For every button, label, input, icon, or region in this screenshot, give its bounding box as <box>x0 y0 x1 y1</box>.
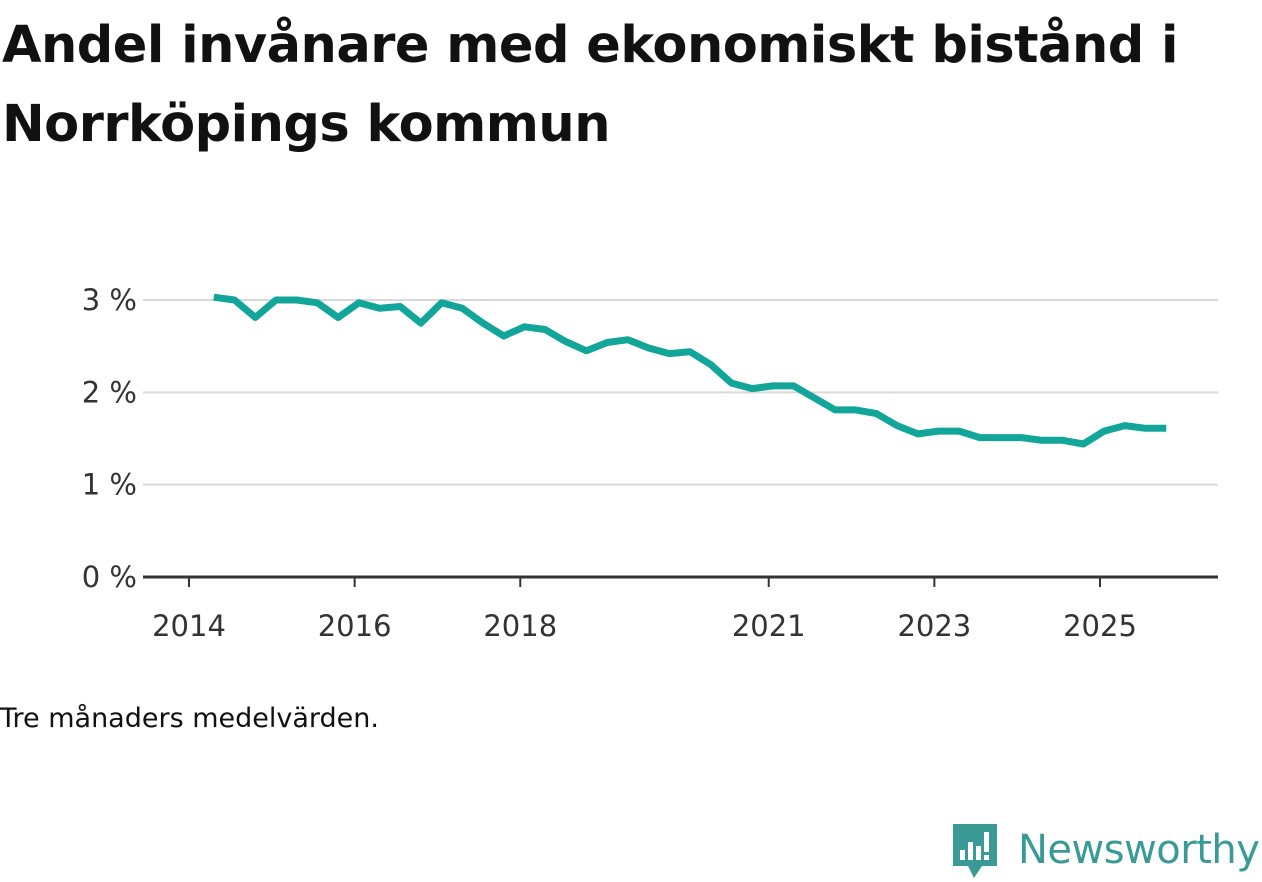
data-point <box>790 382 797 389</box>
data-point <box>1121 422 1128 429</box>
data-point <box>728 380 735 387</box>
x-tick-label: 2023 <box>897 609 971 643</box>
data-point <box>480 320 487 327</box>
data-point <box>1142 425 1149 432</box>
data-point <box>376 305 383 312</box>
y-tick-label: 0 % <box>82 560 137 594</box>
brand-name: Newsworthy <box>1018 827 1260 873</box>
data-point <box>873 410 880 417</box>
x-tick-label: 2018 <box>483 609 557 643</box>
data-point <box>914 430 921 437</box>
data-point <box>293 297 300 304</box>
data-point <box>769 382 776 389</box>
data-point <box>707 361 714 368</box>
data-point <box>956 428 963 435</box>
data-point <box>1059 437 1066 444</box>
data-point <box>438 299 445 306</box>
data-point <box>624 336 631 343</box>
x-tick-label: 2016 <box>318 609 392 643</box>
gridlines <box>143 299 1218 486</box>
data-point <box>210 294 217 301</box>
series-line <box>213 293 1167 448</box>
data-point <box>1018 434 1025 441</box>
data-point <box>542 326 549 333</box>
data-point <box>272 297 279 304</box>
data-point <box>666 350 673 357</box>
data-point <box>1039 437 1046 444</box>
data-point <box>997 434 1004 441</box>
data-point <box>645 345 652 352</box>
data-point <box>335 314 342 321</box>
series-layer <box>210 293 1170 448</box>
data-point <box>749 385 756 392</box>
data-point <box>852 406 859 413</box>
data-point <box>1101 428 1108 435</box>
data-point <box>583 347 590 354</box>
data-point <box>417 320 424 327</box>
data-point <box>894 422 901 429</box>
y-tick-label: 1 % <box>82 468 137 502</box>
y-axis-ticks: 0 % 1 % 2 % 3 % <box>82 283 137 594</box>
data-point <box>831 406 838 413</box>
data-point <box>314 299 321 306</box>
data-point <box>355 299 362 306</box>
x-tick-label: 2021 <box>732 609 806 643</box>
data-point <box>500 333 507 340</box>
data-point <box>562 338 569 345</box>
newsworthy-logo-icon <box>953 824 997 878</box>
x-tick-label: 2025 <box>1063 609 1137 643</box>
chart-title: Andel invånare med ekonomiskt bistånd i … <box>2 16 1179 154</box>
data-point <box>604 339 611 346</box>
data-point <box>231 297 238 304</box>
x-axis-ticks: 2014 2016 2018 2021 2023 2025 <box>152 577 1137 643</box>
data-point <box>1163 425 1170 432</box>
x-tick-label: 2014 <box>152 609 226 643</box>
data-point <box>811 394 818 401</box>
data-point <box>687 348 694 355</box>
y-tick-label: 2 % <box>82 375 137 409</box>
data-point <box>976 434 983 441</box>
data-point <box>935 428 942 435</box>
data-point <box>397 303 404 310</box>
data-point <box>521 323 528 330</box>
y-tick-label: 3 % <box>82 283 137 317</box>
data-point <box>1080 441 1087 448</box>
data-point <box>252 314 259 321</box>
brand-logo[interactable]: Newsworthy <box>950 818 1260 882</box>
data-point <box>459 305 466 312</box>
chart-caption: Tre månaders medelvärden. <box>0 703 379 734</box>
line-chart: 0 % 1 % 2 % 3 % 2014 2016 2018 2021 2023 2025 <box>82 283 1218 643</box>
